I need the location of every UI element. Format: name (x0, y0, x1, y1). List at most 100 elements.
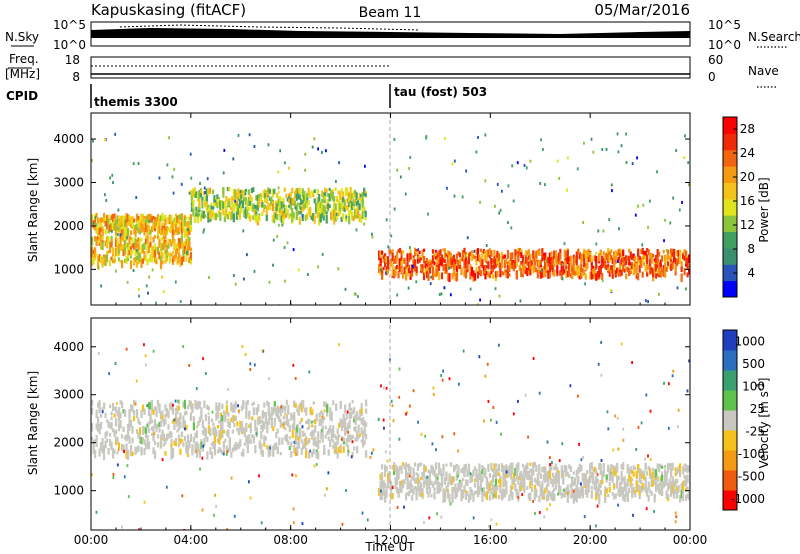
heatmap-cell (174, 438, 178, 446)
heatmap-cell (278, 223, 280, 227)
heatmap-cell (614, 250, 617, 256)
heatmap-cell (533, 490, 536, 499)
heatmap-cell (428, 259, 432, 263)
heatmap-cell (143, 250, 146, 255)
heatmap-cell (559, 270, 562, 276)
heatmap-cell (451, 162, 454, 166)
heatmap-cell (604, 494, 607, 500)
heatmap-cell (479, 485, 483, 491)
heatmap-cell (262, 189, 265, 198)
heatmap-cell (416, 258, 420, 264)
heatmap-cell (230, 451, 233, 458)
heatmap-cell (257, 419, 260, 426)
heatmap-cell (599, 479, 602, 489)
heatmap-cell (348, 412, 351, 420)
heatmap-cell (327, 192, 330, 198)
heatmap-cell (545, 484, 548, 492)
heatmap-cell (99, 441, 103, 451)
heatmap-cell (296, 432, 299, 440)
heatmap-cell (295, 452, 298, 456)
heatmap-cell (128, 235, 131, 245)
heatmap-cell (110, 445, 113, 451)
heatmap-cell (98, 424, 101, 428)
heatmap-cell (337, 207, 340, 214)
heatmap-cell (153, 255, 157, 263)
heatmap-cell (437, 481, 441, 489)
heatmap-cell (196, 192, 200, 202)
heatmap-cell (275, 431, 278, 439)
heatmap-cell (478, 464, 481, 472)
heatmap-cell (119, 223, 122, 230)
heatmap-cell (484, 133, 487, 137)
heatmap-cell (387, 245, 390, 249)
heatmap-cell (541, 256, 544, 262)
heatmap-cell (614, 493, 617, 499)
heatmap-cell (195, 446, 199, 450)
heatmap-cell (503, 472, 507, 479)
heatmap-cell (273, 405, 276, 411)
heatmap-cell (301, 522, 304, 526)
heatmap-cell (364, 213, 367, 218)
heatmap-cell (427, 212, 429, 216)
heatmap-cell (248, 424, 251, 428)
heatmap-cell (405, 412, 407, 416)
heatmap-cell (98, 425, 101, 435)
heatmap-cell (619, 248, 622, 254)
heatmap-cell (581, 252, 584, 262)
heatmap-cell (662, 268, 665, 277)
heatmap-cell (608, 251, 611, 255)
heatmap-cell (274, 206, 277, 211)
heatmap-cell (153, 219, 157, 229)
heatmap-cell (505, 480, 508, 490)
heatmap-cell (171, 419, 175, 424)
heatmap-cell (554, 472, 557, 478)
heatmap-cell (485, 260, 489, 264)
heatmap-cell (158, 421, 161, 427)
heatmap-cell (360, 194, 363, 200)
heatmap-cell (677, 466, 680, 473)
heatmap-cell (626, 491, 629, 498)
heatmap-cell (670, 248, 673, 254)
heatmap-cell (412, 260, 415, 265)
heatmap-cell (200, 411, 203, 420)
heatmap-cell (278, 416, 281, 422)
heatmap-cell (91, 247, 94, 256)
heatmap-cell (437, 263, 441, 271)
heatmap-cell (171, 258, 175, 263)
heatmap-cell (222, 206, 225, 212)
heatmap-cell (479, 476, 483, 486)
heatmap-cell (342, 191, 345, 200)
heatmap-cell (445, 474, 448, 482)
heatmap-cell (541, 269, 544, 278)
heatmap-cell (183, 411, 187, 416)
heatmap-cell (671, 481, 674, 486)
heatmap-cell (641, 482, 644, 490)
heatmap-cell (460, 468, 463, 473)
heatmap-cell (646, 471, 649, 476)
heatmap-cell (183, 435, 187, 441)
heatmap-cell (189, 412, 193, 421)
heatmap-cell (469, 477, 472, 484)
heatmap-cell (143, 219, 146, 227)
heatmap-cell (152, 245, 155, 249)
heatmap-cell (152, 236, 155, 243)
heatmap-cell (343, 441, 345, 445)
heatmap-cell (105, 251, 109, 255)
heatmap-cell (623, 494, 626, 502)
heatmap-cell (132, 162, 135, 166)
nave-label: Nave (748, 64, 779, 78)
heatmap-cell (177, 399, 180, 403)
heatmap-cell (105, 214, 109, 223)
heatmap-cell (129, 404, 133, 411)
heatmap-cell (683, 463, 686, 467)
heatmap-cell (147, 228, 151, 235)
heatmap-cell (300, 417, 303, 422)
heatmap-cell (680, 265, 683, 273)
heatmap-cell (648, 199, 651, 203)
heatmap-cell (114, 429, 118, 435)
heatmap-cell (162, 433, 166, 442)
heatmap-cell (132, 218, 136, 223)
heatmap-cell (248, 434, 251, 440)
heatmap-cell (212, 206, 215, 210)
heatmap-cell (614, 465, 617, 472)
